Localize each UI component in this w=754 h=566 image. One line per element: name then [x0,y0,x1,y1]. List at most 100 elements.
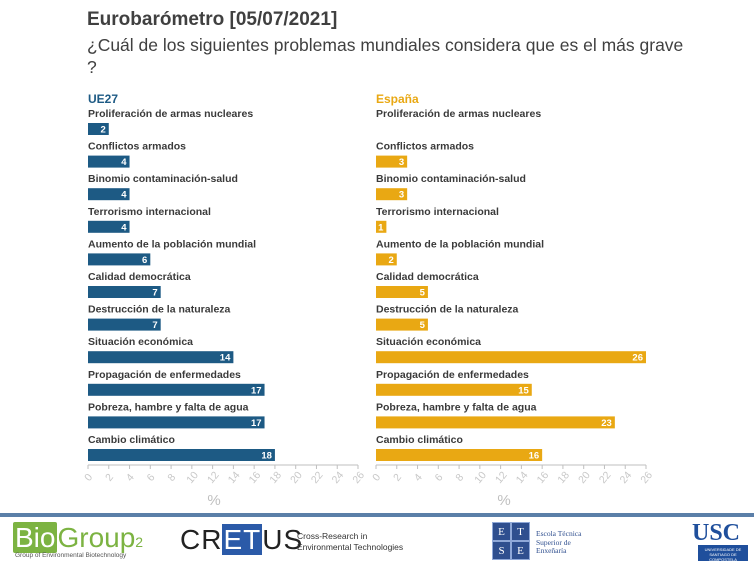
data-label-1-2: 3 [399,190,404,201]
bar-1-2 [376,188,408,201]
category-label-0-9: Pobreza, hambre y falta de agua [88,401,249,413]
category-label-0-3: Terrorismo internacional [88,206,211,218]
bar-0-1 [88,155,130,168]
etse-subtitle-line2: Superior de [536,537,571,547]
cretus-logo: CRETUS Cross-Research in Environmental T… [180,524,410,558]
cretus-text-post: US [262,524,304,555]
category-label-1-2: Binomio contaminación-salud [376,173,526,185]
data-label-0-0: 2 [100,125,105,136]
bar-0-9 [88,416,265,429]
biogroup-group-text: Group [57,522,136,553]
bar-1-10 [376,449,543,461]
footer-band [0,513,754,517]
category-label-1-3: Terrorismo internacional [376,206,499,218]
category-label-1-0: Proliferación de armas nucleares [376,108,541,120]
slide-title: Eurobarómetro [05/07/2021] [87,9,338,30]
data-label-1-5: 5 [420,288,426,299]
data-label-1-7: 26 [632,353,643,364]
category-label-0-1: Conflictos armados [88,141,186,153]
x-tick-label-0-13: 26 [350,469,367,486]
biogroup-two-text: 2 [135,534,144,550]
biogroup-subtitle: Group of Environmental Biotechnology [15,552,127,559]
category-label-0-10: Cambio climático [88,434,175,446]
bar-charts: UE27 Proliferación de armas nucleares 2 Con… [82,92,655,509]
data-label-1-9: 23 [601,418,612,429]
cretus-subtitle: Cross-Research in Environmental Technolo… [297,531,417,553]
x-tick-label-0-11: 22 [309,469,326,486]
x-tick-label-1-13: 26 [638,469,655,486]
cretus-text-mid: ET [222,524,263,555]
x-tick-label-0-1: 2 [103,471,116,483]
slide-question: ¿Cuál de los siguientes problemas mundia… [87,35,684,77]
x-tick-label-0-9: 18 [267,469,284,486]
bar-0-3 [88,220,130,233]
x-tick-label-1-11: 22 [597,469,614,486]
category-label-1-8: Propagación de enfermedades [376,369,529,381]
bar-0-2 [88,188,130,201]
data-label-0-3: 4 [121,222,127,233]
bar-0-4 [88,253,151,266]
bar-1-1 [376,155,408,168]
category-label-0-2: Binomio contaminación-salud [88,173,238,185]
category-label-0-0: Proliferación de armas nucleares [88,108,253,120]
data-label-1-6: 5 [420,320,426,331]
bar-1-5 [376,286,428,298]
data-label-1-3: 1 [378,222,384,233]
biogroup-bio-text: Bio [13,522,58,553]
usc-logo: USC UNIVERSIDADE DE SANTIAGO DE COMPOSTE… [692,520,752,564]
bar-1-4 [376,253,397,266]
x-tick-label-1-7: 14 [514,469,531,486]
bar-0-8 [88,383,265,396]
data-label-1-4: 2 [388,255,393,266]
data-label-0-1: 4 [121,157,127,168]
bar-1-3 [376,220,387,233]
x-tick-label-1-9: 18 [555,469,572,486]
category-label-0-7: Situación económica [88,336,193,348]
category-label-1-4: Aumento de la población mundial [376,238,544,250]
etse-letter-t: T [511,522,530,541]
cretus-subtitle-line1: Cross-Research in [297,531,368,541]
category-label-0-4: Aumento de la población mundial [88,238,256,250]
category-label-1-6: Destrucción de la naturaleza [376,304,519,316]
x-tick-label-1-8: 16 [535,469,552,486]
x-axis-label-1: % [497,492,510,509]
etse-letter-e1: E [492,522,511,541]
category-label-0-6: Destrucción de la naturaleza [88,304,231,316]
x-tick-label-1-2: 4 [412,471,425,483]
x-tick-label-0-5: 10 [184,469,201,486]
bar-0-10 [88,449,275,461]
bar-0-5 [88,286,161,298]
category-label-0-8: Propagación de enfermedades [88,369,241,381]
bar-1-8 [376,383,532,396]
x-tick-label-1-1: 2 [391,471,404,483]
usc-subtitle: UNIVERSIDADE DE SANTIAGO DE COMPOSTELA [698,545,748,562]
x-tick-label-0-10: 20 [288,469,305,486]
x-tick-label-0-7: 14 [226,469,243,486]
data-label-1-8: 15 [518,385,529,396]
data-label-0-5: 7 [152,288,157,299]
etse-logo: E T S E Escola Técnica Superior de Enxeñ… [492,522,602,562]
etse-letter-s: S [492,541,511,560]
x-tick-label-0-2: 4 [124,471,137,483]
bar-1-6 [376,318,428,331]
category-label-0-5: Calidad democrática [88,271,191,283]
usc-wordmark: USC [692,520,741,546]
data-label-1-10: 16 [529,451,540,462]
data-label-0-6: 7 [152,320,157,331]
etse-emblem-icon: E T S E [492,522,530,560]
data-label-0-10: 18 [261,451,272,462]
panel-title-1: España [376,92,419,106]
bar-1-7 [376,351,646,364]
data-label-0-2: 4 [121,190,127,201]
x-tick-label-1-3: 6 [433,471,446,483]
category-label-1-1: Conflictos armados [376,141,474,153]
x-tick-label-0-6: 12 [205,469,222,486]
data-label-0-7: 14 [220,353,231,364]
cretus-text-pre: CR [180,524,223,555]
panel-title-0: UE27 [88,92,118,106]
biogroup-logo: BioGroup2 Group of Environmental Biotech… [13,522,143,562]
category-label-1-7: Situación económica [376,336,481,348]
data-label-0-9: 17 [251,418,262,429]
x-tick-label-0-0: 0 [82,471,95,483]
x-tick-label-0-12: 24 [330,469,347,486]
